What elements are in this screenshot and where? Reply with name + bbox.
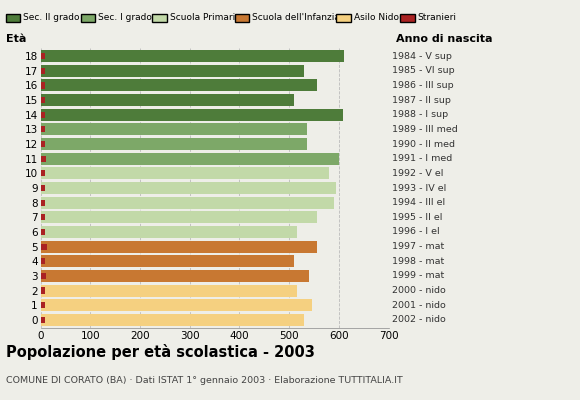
- Bar: [41, 197, 334, 209]
- Text: Sec. II grado: Sec. II grado: [23, 14, 79, 22]
- Text: Scuola Primaria: Scuola Primaria: [170, 14, 240, 22]
- Text: 1996 - I el: 1996 - I el: [392, 228, 440, 236]
- Text: 1999 - mat: 1999 - mat: [392, 272, 444, 280]
- Bar: [41, 167, 329, 179]
- Bar: [41, 68, 45, 74]
- Text: 1998 - mat: 1998 - mat: [392, 257, 444, 266]
- Bar: [41, 138, 307, 150]
- Bar: [41, 82, 45, 88]
- Bar: [41, 53, 45, 59]
- Bar: [41, 185, 45, 191]
- Text: 1988 - I sup: 1988 - I sup: [392, 110, 448, 119]
- Bar: [41, 317, 45, 323]
- Text: 1994 - III el: 1994 - III el: [392, 198, 445, 207]
- Text: Popolazione per età scolastica - 2003: Popolazione per età scolastica - 2003: [6, 344, 315, 360]
- Bar: [41, 126, 45, 132]
- Bar: [41, 156, 46, 162]
- Text: Stranieri: Stranieri: [418, 14, 456, 22]
- Bar: [41, 123, 307, 135]
- Bar: [41, 214, 45, 220]
- Text: 1991 - I med: 1991 - I med: [392, 154, 452, 163]
- Bar: [41, 200, 45, 206]
- Bar: [41, 288, 45, 294]
- Text: Sec. I grado: Sec. I grado: [99, 14, 152, 22]
- Text: 1985 - VI sup: 1985 - VI sup: [392, 66, 455, 75]
- Text: Anno di nascita: Anno di nascita: [396, 34, 492, 44]
- Bar: [41, 109, 343, 121]
- Text: 1993 - IV el: 1993 - IV el: [392, 184, 447, 192]
- Bar: [41, 94, 294, 106]
- Bar: [41, 258, 45, 264]
- Bar: [41, 226, 296, 238]
- Bar: [41, 302, 45, 308]
- Text: 2001 - nido: 2001 - nido: [392, 301, 446, 310]
- Text: 1995 - II el: 1995 - II el: [392, 213, 443, 222]
- Text: 1990 - II med: 1990 - II med: [392, 140, 455, 148]
- Text: 1987 - II sup: 1987 - II sup: [392, 96, 451, 104]
- Bar: [41, 229, 45, 235]
- Text: 1997 - mat: 1997 - mat: [392, 242, 444, 251]
- Bar: [41, 79, 317, 91]
- Text: 2000 - nido: 2000 - nido: [392, 286, 446, 295]
- Bar: [41, 65, 304, 77]
- Text: 1989 - III med: 1989 - III med: [392, 125, 458, 134]
- Text: 1984 - V sup: 1984 - V sup: [392, 52, 452, 60]
- Text: 1986 - III sup: 1986 - III sup: [392, 81, 454, 90]
- Text: Età: Età: [6, 34, 26, 44]
- Bar: [41, 112, 45, 118]
- Bar: [41, 50, 344, 62]
- Bar: [41, 270, 309, 282]
- Bar: [41, 299, 311, 311]
- Text: 1992 - V el: 1992 - V el: [392, 169, 444, 178]
- Text: 2002 - nido: 2002 - nido: [392, 316, 446, 324]
- Text: Scuola dell'Infanzia: Scuola dell'Infanzia: [252, 14, 340, 22]
- Bar: [41, 244, 46, 250]
- Bar: [41, 182, 336, 194]
- Bar: [41, 153, 339, 165]
- Bar: [41, 170, 45, 176]
- Bar: [41, 273, 46, 279]
- Text: Asilo Nido: Asilo Nido: [354, 14, 399, 22]
- Bar: [41, 97, 45, 103]
- Bar: [41, 141, 45, 147]
- Bar: [41, 285, 296, 297]
- Text: COMUNE DI CORATO (BA) · Dati ISTAT 1° gennaio 2003 · Elaborazione TUTTITALIA.IT: COMUNE DI CORATO (BA) · Dati ISTAT 1° ge…: [6, 376, 403, 385]
- Bar: [41, 211, 317, 223]
- Bar: [41, 241, 317, 253]
- Bar: [41, 314, 304, 326]
- Bar: [41, 255, 294, 267]
